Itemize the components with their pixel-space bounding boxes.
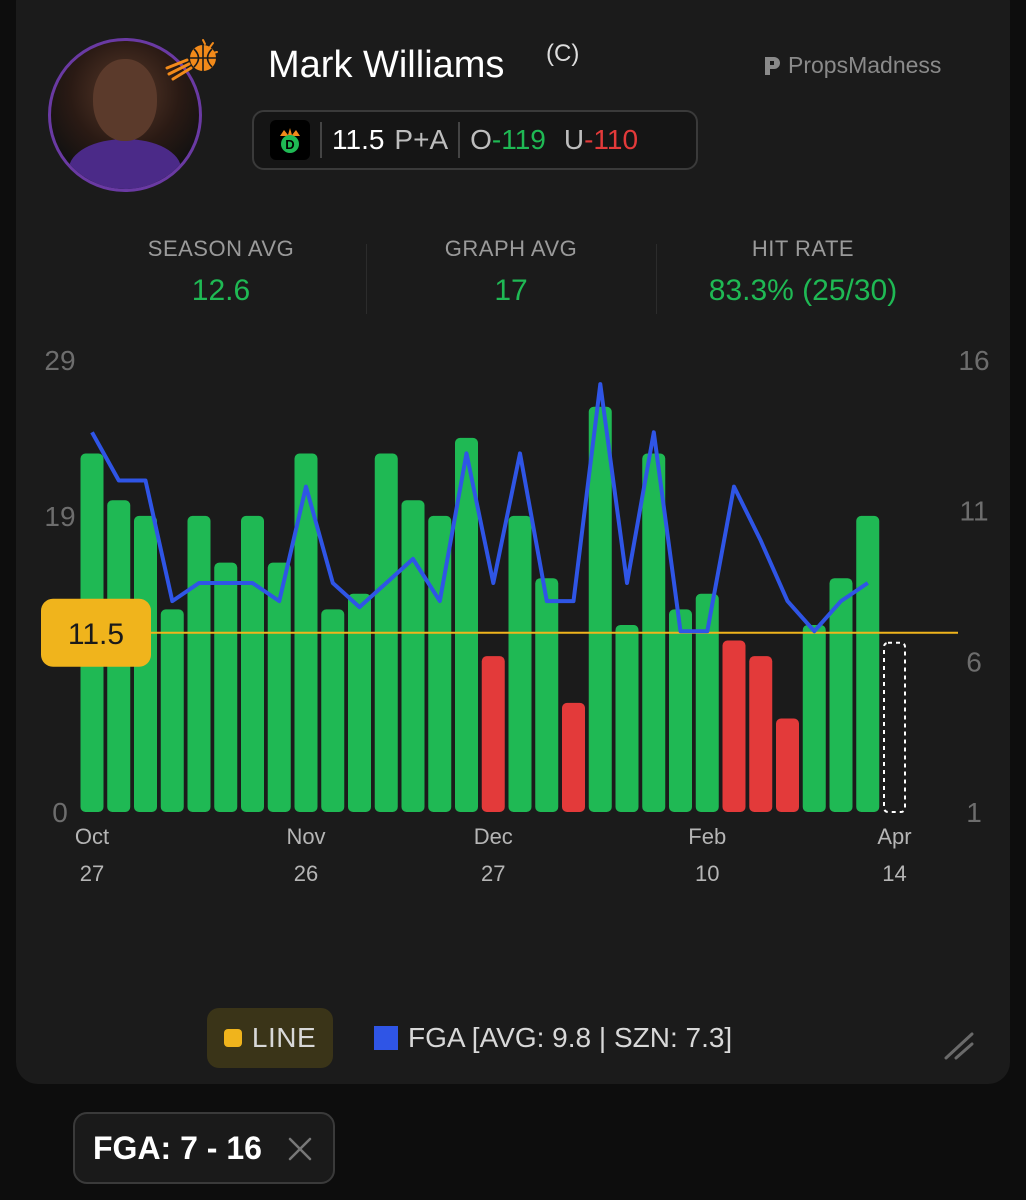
x-tick-day: 27 xyxy=(80,861,104,886)
bar-game xyxy=(588,406,612,812)
bar-game xyxy=(749,656,773,812)
y-left-tick-label: 19 xyxy=(44,501,75,532)
x-tick-month: Feb xyxy=(688,824,726,849)
draftkings-crown-icon: D xyxy=(280,128,300,153)
bar-game xyxy=(214,562,238,812)
line-value: 11.5 xyxy=(332,124,385,155)
bar-game xyxy=(562,702,585,812)
x-tick-month: Apr xyxy=(877,824,911,849)
legend-fga-swatch xyxy=(374,1026,398,1050)
filter-chip[interactable]: FGA: 7 - 16 xyxy=(73,1112,335,1184)
player-position: (C) xyxy=(546,40,580,67)
brand-name: PropsMadness xyxy=(788,52,942,78)
stat-divider xyxy=(656,244,657,314)
y-right-tick-label: 11 xyxy=(959,496,988,527)
close-icon[interactable] xyxy=(285,1134,315,1164)
y-left-tick-label: 29 xyxy=(44,345,75,376)
graph-avg-value: 17 xyxy=(494,274,528,307)
bar-game xyxy=(669,609,692,812)
hit-rate-label: HIT RATE xyxy=(751,236,855,261)
betting-line: D 11.5 P+A O -119 U -110 xyxy=(252,110,698,170)
chart-legend: LINE FGA [AVG: 9.8 | SZN: 7.3] xyxy=(0,1008,1026,1068)
brand-logo: PropsMadness xyxy=(762,52,941,79)
bar-game xyxy=(160,609,184,812)
jersey-shape xyxy=(69,139,181,189)
bar-game xyxy=(695,593,719,812)
season-avg: SEASON AVG 12.6 xyxy=(76,236,366,308)
bar-game xyxy=(348,593,371,812)
line-divider xyxy=(320,122,322,158)
upcoming-bar xyxy=(883,641,906,813)
line-stat: P+A xyxy=(394,124,449,155)
legend-line-swatch xyxy=(223,1029,242,1047)
bar-game xyxy=(802,624,826,812)
player-name: Mark Williams xyxy=(268,44,505,86)
svg-text:D: D xyxy=(285,137,294,152)
bar-game xyxy=(722,640,746,812)
line-value-badge xyxy=(41,598,151,667)
legend-fga-toggle[interactable]: FGA [AVG: 9.8 | SZN: 7.3] xyxy=(374,1022,732,1054)
season-avg-label: SEASON AVG xyxy=(147,236,295,261)
resize-handle-icon[interactable] xyxy=(940,1030,976,1060)
graph-avg-label: GRAPH AVG xyxy=(444,236,578,261)
x-tick-month: Oct xyxy=(75,824,109,849)
bar-game xyxy=(187,515,211,812)
season-avg-value: 12.6 xyxy=(191,274,251,307)
line-value-badge-label: 11.5 xyxy=(68,618,124,651)
bar-game xyxy=(856,515,880,812)
legend-fga-label: FGA [AVG: 9.8 | SZN: 7.3] xyxy=(408,1022,733,1053)
hit-rate-value: 83.3% (25/30) xyxy=(708,274,898,307)
legend-line-toggle[interactable]: LINE xyxy=(207,1008,333,1068)
y-left-tick-label: 0 xyxy=(52,797,68,828)
y-right-tick-label: 1 xyxy=(966,797,982,828)
stats-row: SEASON AVG 12.6 GRAPH AVG 17 HIT RATE 83… xyxy=(0,236,1026,316)
x-tick-month: Dec xyxy=(474,824,513,849)
graph-avg: GRAPH AVG 17 xyxy=(366,236,656,308)
under-odds: -110 xyxy=(584,124,639,155)
x-tick-month: Nov xyxy=(286,824,325,849)
legend-line-label: LINE xyxy=(251,1022,317,1053)
bar-game xyxy=(535,578,559,812)
over-label: O xyxy=(470,124,492,155)
y-right-tick-label: 6 xyxy=(966,646,982,677)
line-divider xyxy=(458,122,461,158)
fga-series-line xyxy=(90,382,869,634)
sportsbook-icon: D xyxy=(270,120,310,160)
head-shape xyxy=(93,59,157,141)
bar-game xyxy=(267,562,291,812)
bar-game xyxy=(401,500,425,812)
bar-game xyxy=(508,515,532,812)
stat-divider xyxy=(366,244,367,314)
bar-game xyxy=(615,624,639,812)
filter-chip-label: FGA: 7 - 16 xyxy=(93,1129,262,1166)
y-right-tick-label: 16 xyxy=(958,345,989,376)
over-odds: -119 xyxy=(491,124,546,155)
bar-game xyxy=(241,515,264,812)
x-tick-day: 27 xyxy=(481,861,505,886)
x-tick-day: 10 xyxy=(695,861,719,886)
bar-game xyxy=(829,578,853,812)
x-tick-day: 26 xyxy=(294,861,318,886)
bar-game xyxy=(481,656,505,812)
brand-mark-icon xyxy=(765,56,780,75)
bar-game xyxy=(455,437,478,812)
suns-logo-icon xyxy=(165,39,218,81)
bar-game xyxy=(776,718,799,812)
under-label: U xyxy=(563,124,585,155)
bar-game xyxy=(321,609,345,812)
x-tick-day: 14 xyxy=(882,861,906,886)
hit-rate: HIT RATE 83.3% (25/30) xyxy=(658,236,948,308)
